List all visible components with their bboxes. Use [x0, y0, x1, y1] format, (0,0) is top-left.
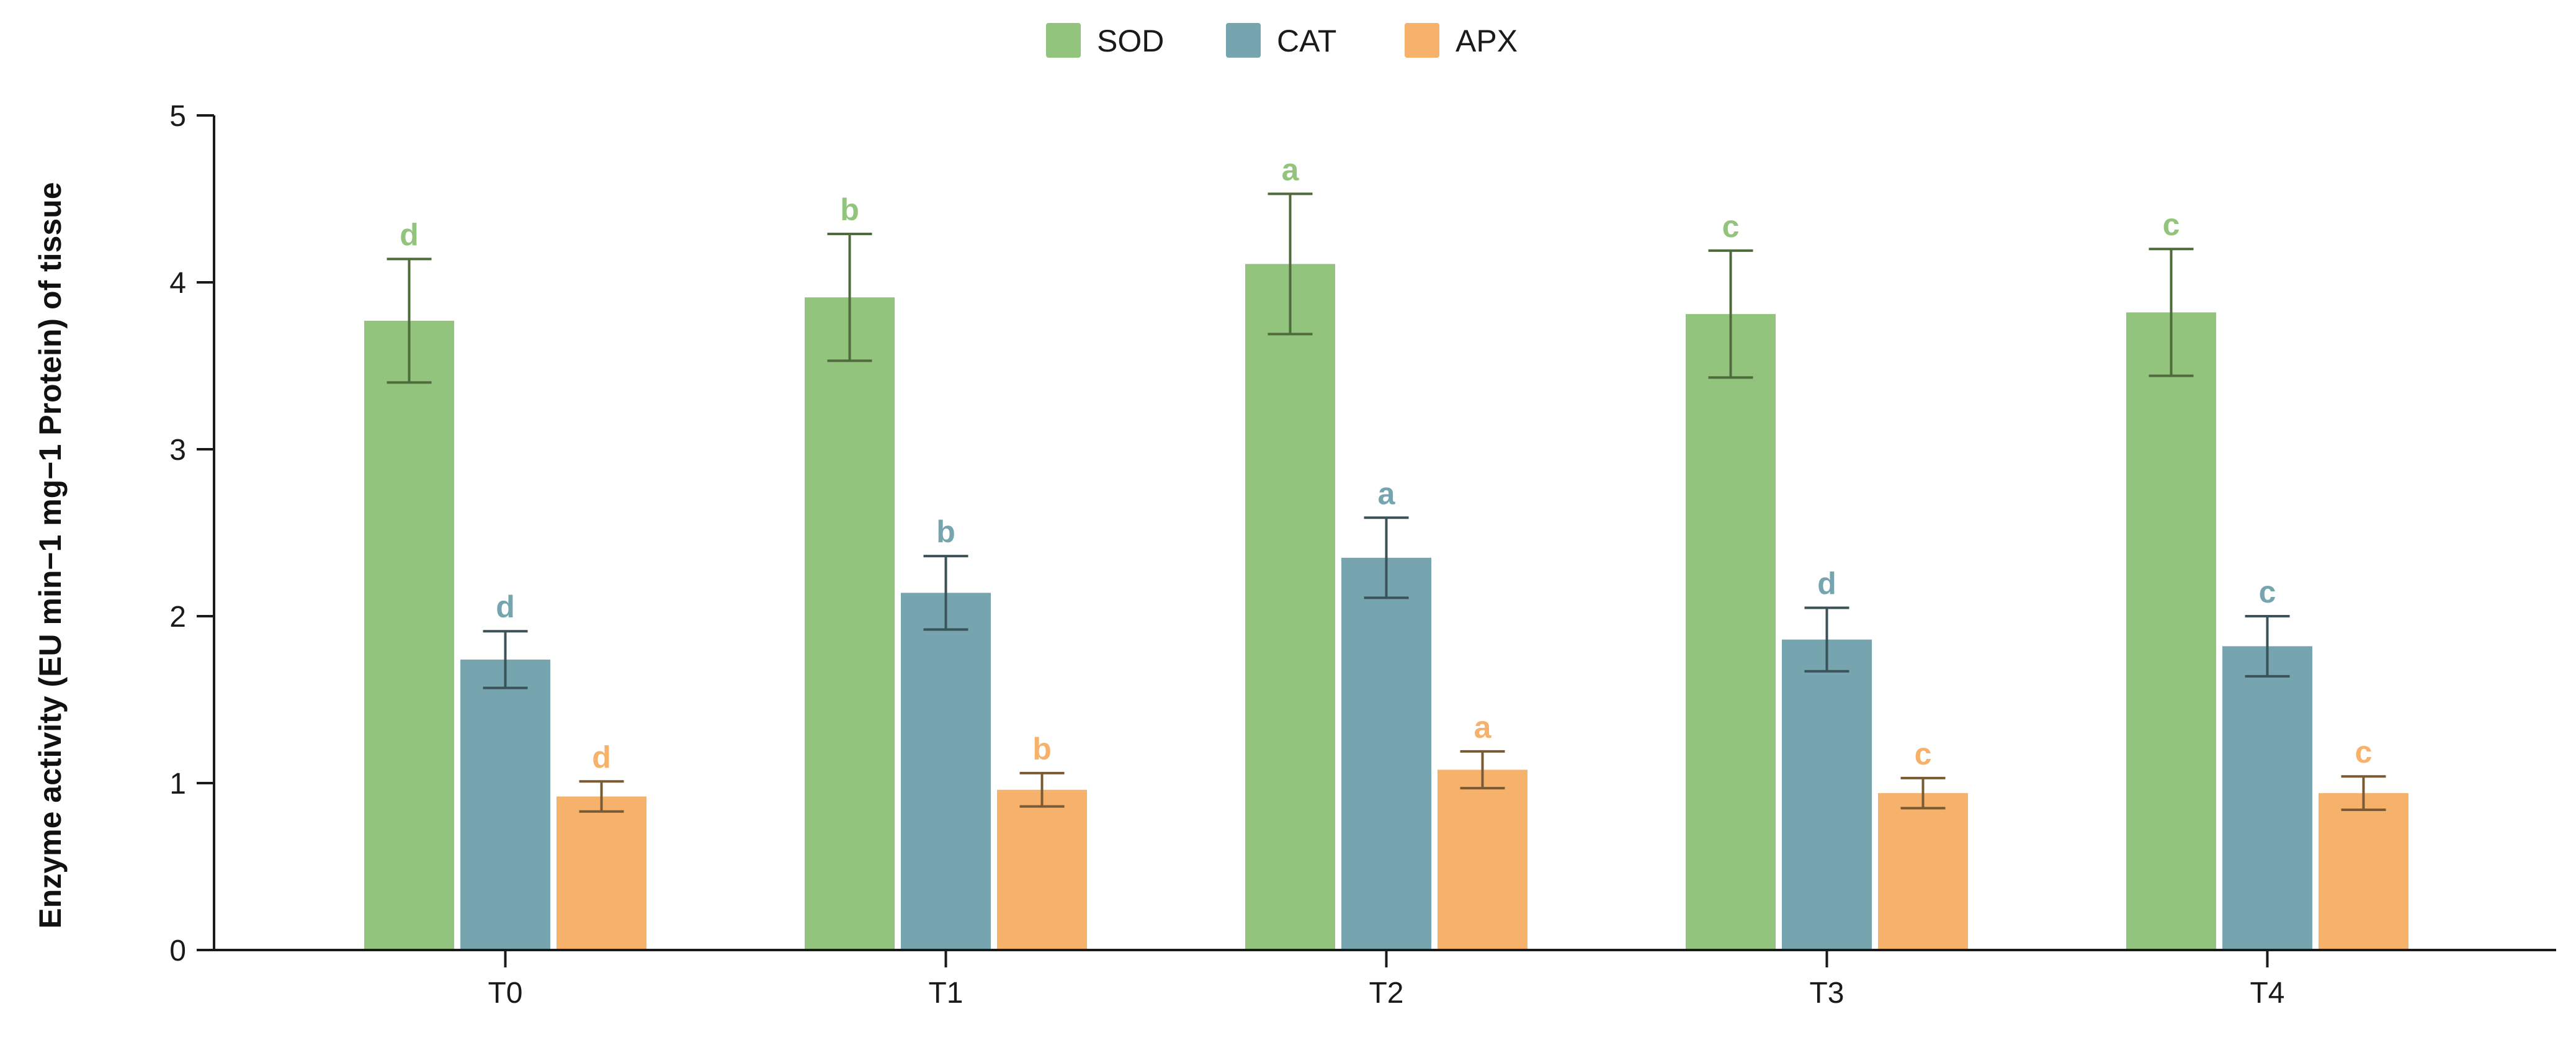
- significance-letter-cat-t0: d: [496, 589, 515, 624]
- significance-letter-apx-t1: b: [1032, 732, 1052, 766]
- y-tick-label: 3: [169, 434, 186, 467]
- significance-letter-sod-t2: a: [1282, 152, 1300, 187]
- x-tick-label-t1: T1: [928, 977, 963, 1010]
- significance-letter-sod-t3: c: [1722, 209, 1740, 244]
- legend-swatch-sod: [1046, 23, 1081, 58]
- bar-cat-t3: [1782, 639, 1872, 950]
- significance-letter-cat-t2: a: [1378, 476, 1396, 511]
- significance-letter-sod-t4: c: [2163, 207, 2180, 242]
- bar-group-t3: c d c: [1686, 209, 1968, 950]
- x-axis-ticks: T0 T1 T2 T3 T4: [488, 950, 2285, 1010]
- significance-letter-apx-t0: d: [592, 740, 611, 774]
- legend-item-cat: CAT: [1226, 23, 1336, 58]
- bar-sod-t4: [2126, 312, 2216, 950]
- legend-label-cat: CAT: [1277, 24, 1336, 58]
- significance-letter-sod-t0: d: [400, 217, 419, 252]
- y-axis-title: Enzyme activity (EU min−1 mg−1 Protein) …: [33, 182, 68, 928]
- bar-apx-t4: [2319, 793, 2408, 950]
- significance-letter-apx-t2: a: [1474, 710, 1492, 745]
- bar-cat-t2: [1341, 557, 1431, 950]
- legend-swatch-cat: [1226, 23, 1261, 58]
- y-tick-label: 1: [169, 768, 186, 800]
- bar-group-t2: a a a: [1245, 152, 1527, 950]
- bar-sod-t0: [364, 320, 454, 950]
- significance-letter-cat-t4: c: [2259, 575, 2276, 609]
- bar-group-t1: b b b: [805, 192, 1087, 951]
- x-tick-label-t3: T3: [1809, 977, 1844, 1010]
- significance-letter-apx-t4: c: [2355, 735, 2373, 769]
- bar-sod-t2: [1245, 264, 1335, 950]
- y-tick-label: 0: [169, 935, 186, 967]
- y-tick-label: 5: [169, 100, 186, 133]
- x-tick-label-t4: T4: [2250, 977, 2284, 1010]
- bar-groups: d d d b b b a a a c d c c c c: [364, 152, 2408, 951]
- bar-cat-t0: [460, 659, 550, 950]
- significance-letter-apx-t3: c: [1915, 737, 1932, 771]
- significance-letter-cat-t1: b: [936, 514, 955, 549]
- bar-sod-t1: [805, 297, 895, 951]
- legend-label-apx: APX: [1456, 24, 1518, 58]
- legend-label-sod: SOD: [1097, 24, 1164, 58]
- bar-apx-t1: [997, 789, 1087, 950]
- bar-group-t0: d d d: [364, 217, 646, 950]
- x-tick-label-t2: T2: [1369, 977, 1403, 1010]
- legend-item-apx: APX: [1405, 23, 1518, 58]
- significance-letter-sod-t1: b: [840, 192, 859, 227]
- legend: SOD CAT APX: [1046, 23, 1518, 58]
- y-tick-label: 4: [169, 267, 186, 300]
- bar-cat-t4: [2222, 646, 2312, 950]
- bar-cat-t1: [901, 593, 991, 950]
- bar-apx-t0: [557, 796, 646, 950]
- legend-item-sod: SOD: [1046, 23, 1164, 58]
- significance-letter-cat-t3: d: [1817, 567, 1836, 601]
- y-axis-ticks: 0 1 2 3 4 5: [169, 100, 214, 967]
- bar-apx-t3: [1878, 793, 1968, 950]
- y-tick-label: 2: [169, 601, 186, 634]
- bar-sod-t3: [1686, 314, 1776, 950]
- bar-group-t4: c c c: [2126, 207, 2408, 950]
- x-tick-label-t0: T0: [488, 977, 522, 1010]
- bar-apx-t2: [1438, 769, 1527, 950]
- legend-swatch-apx: [1405, 23, 1439, 58]
